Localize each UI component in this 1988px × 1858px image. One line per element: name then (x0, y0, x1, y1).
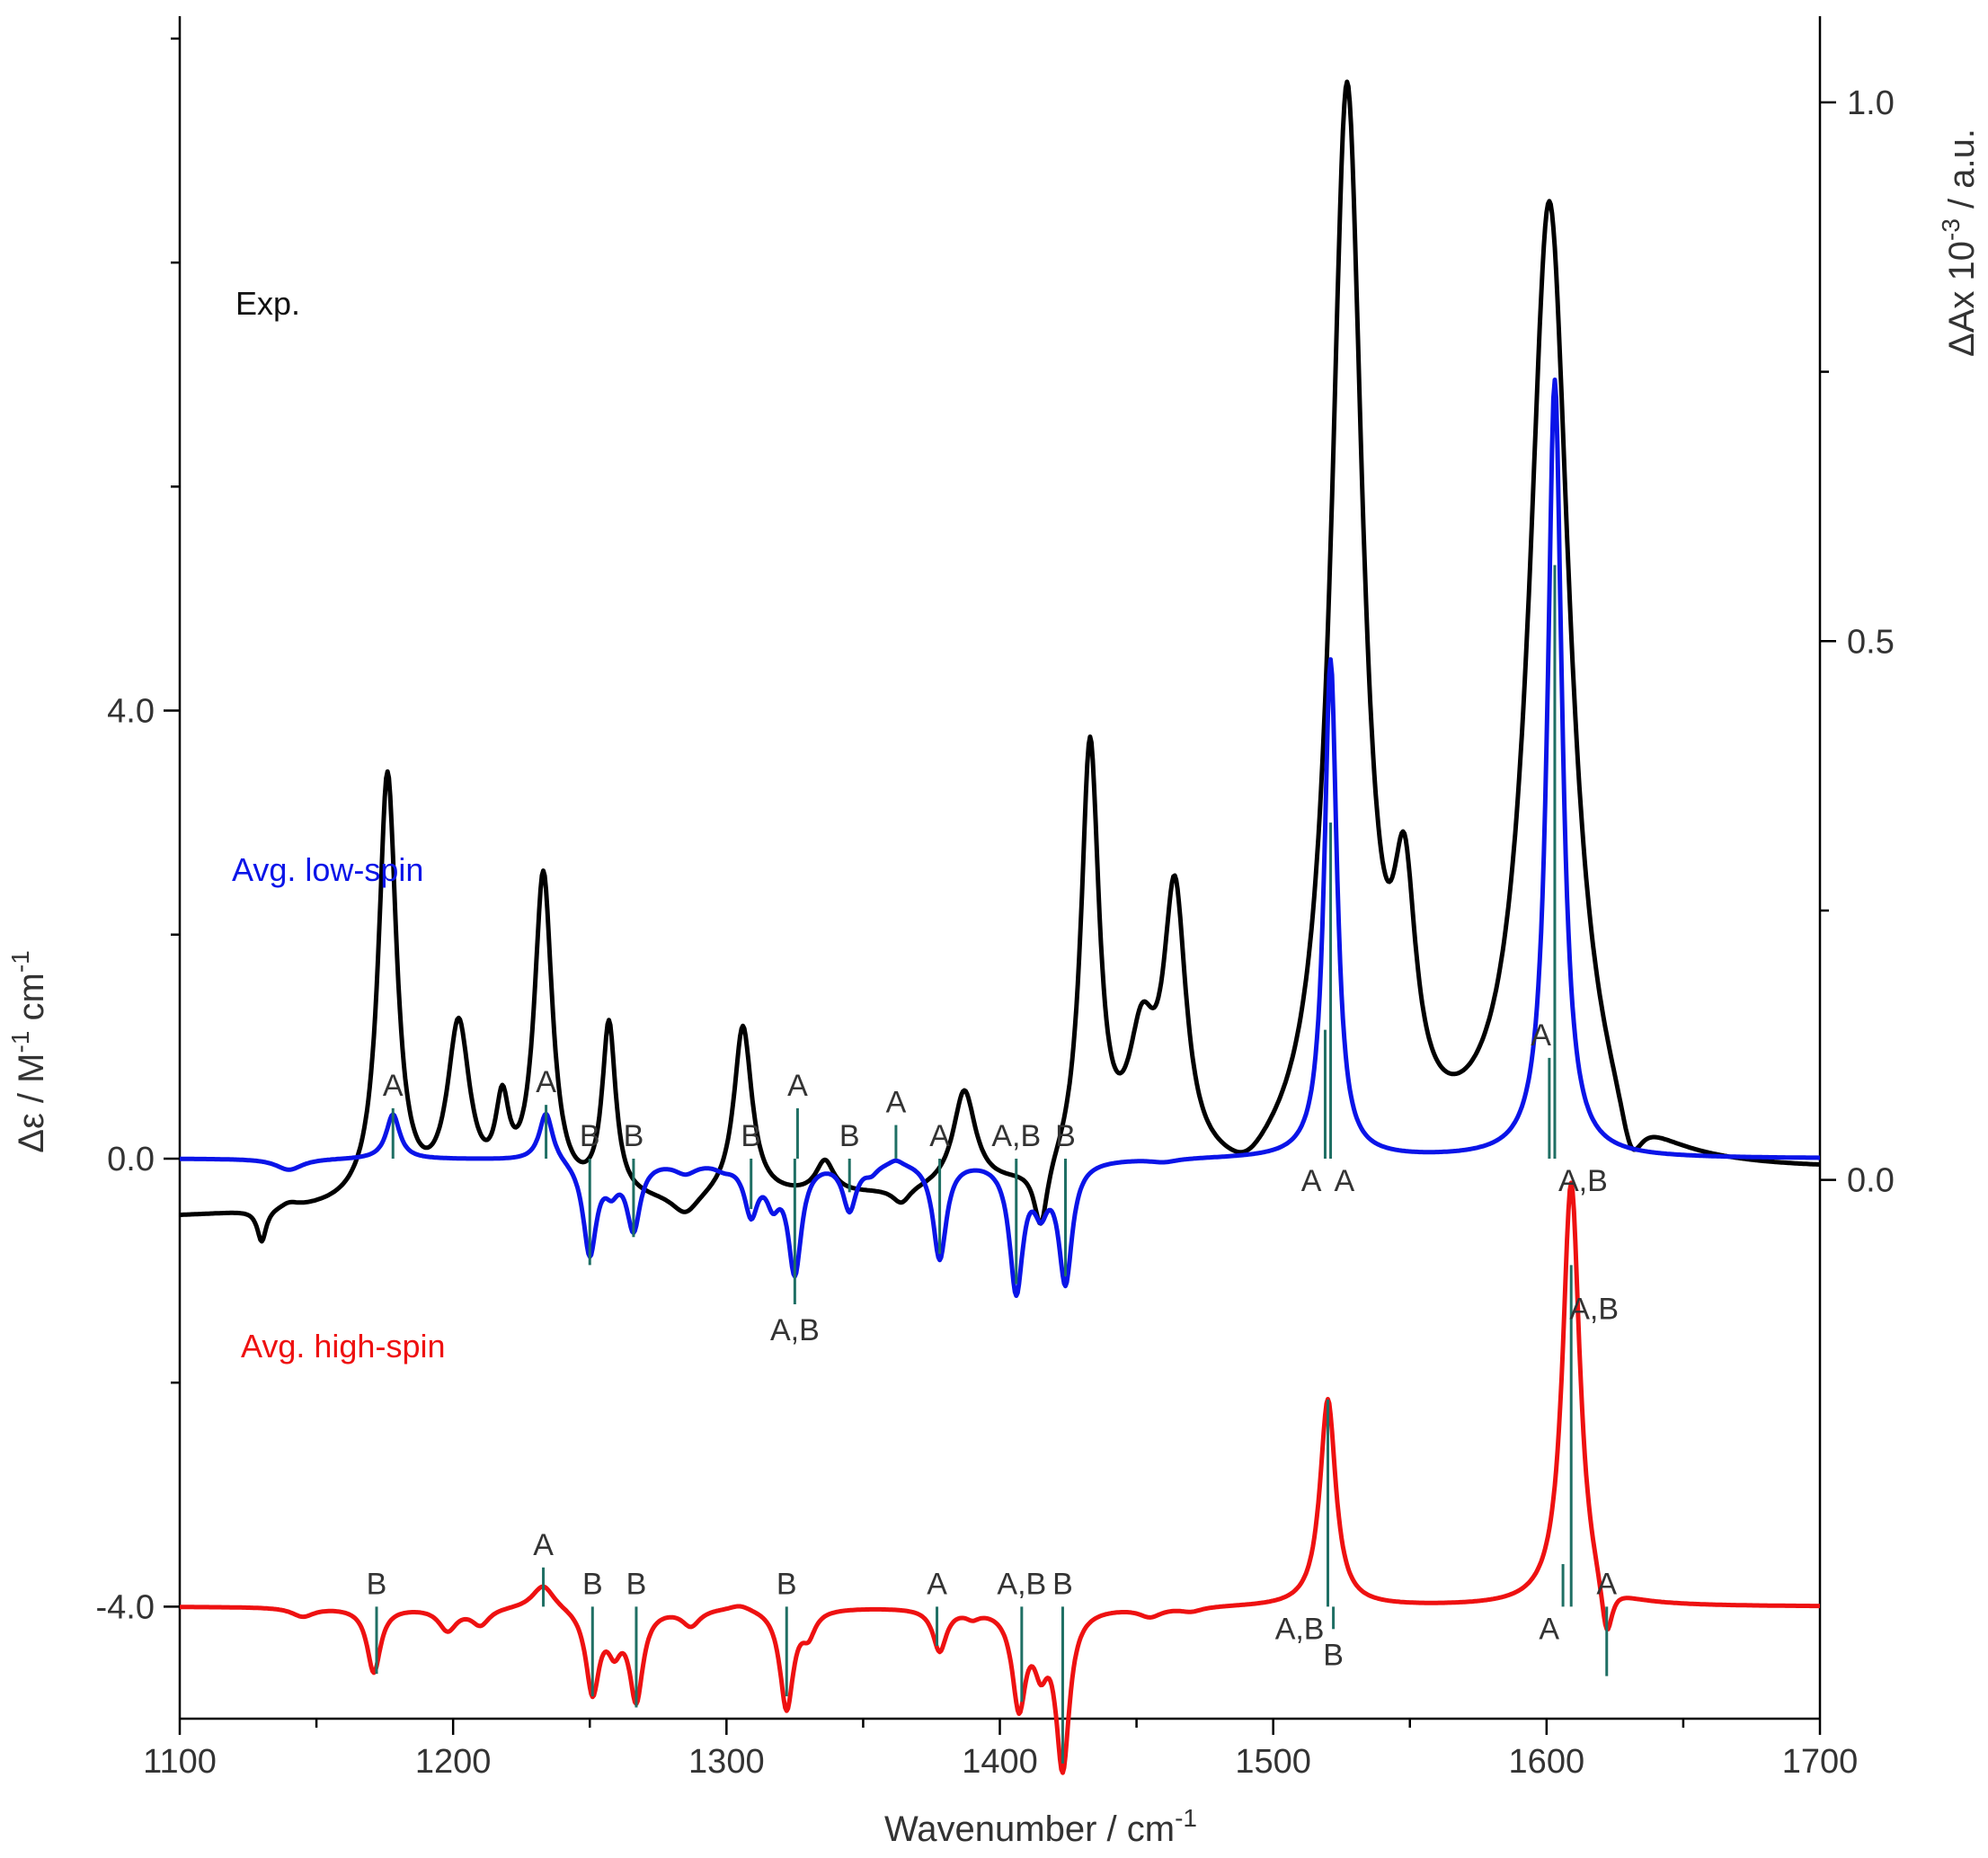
stick-label: B (1055, 1119, 1076, 1153)
stick-label: A,B (997, 1567, 1046, 1601)
y-axis-right: 0.0 0.5 1.0 (1820, 84, 1895, 1200)
y-left-tick-label: -4.0 (96, 1588, 155, 1626)
y-axis-right-title: ΔAx 10-3 / a.u. (1937, 129, 1982, 357)
x-axis-title: Wavenumber / cm-1 (884, 1804, 1197, 1849)
y-right-tick-label: 0.0 (1847, 1162, 1895, 1200)
y-left-tick-label: 0.0 (107, 1141, 155, 1178)
curve-avg-high-spin (179, 1180, 1821, 1775)
stick-label: A (787, 1069, 808, 1103)
series-label: Exp. (235, 285, 300, 322)
stick-label: A,B (991, 1119, 1041, 1153)
x-tick-label: 1400 (962, 1743, 1038, 1781)
stick-label: B (839, 1119, 860, 1153)
x-tick-label: 1100 (143, 1743, 217, 1781)
stick-label: A (929, 1119, 950, 1153)
x-tick-label: 1600 (1509, 1743, 1585, 1781)
stick-label: A (1301, 1164, 1322, 1198)
x-tick-label: 1200 (415, 1743, 492, 1781)
stick-label: A (1596, 1567, 1617, 1601)
x-tick-label: 1700 (1782, 1743, 1859, 1781)
stick-label: B (777, 1567, 797, 1601)
curve-exp- (179, 79, 1821, 1244)
stick-label: B (1323, 1638, 1344, 1672)
y-right-tick-label: 1.0 (1847, 84, 1895, 122)
stick-label: A,B (1569, 1292, 1619, 1326)
y-axis-left: -4.0 0.0 4.0 (96, 37, 180, 1626)
stick-label: B (624, 1119, 644, 1153)
curve-avg-low-spin (179, 378, 1821, 1298)
stick-label: A,B (1275, 1612, 1325, 1646)
stick-label: A,B (770, 1313, 820, 1347)
stick-label: A (927, 1567, 947, 1601)
spectra-curves (179, 79, 1821, 1775)
stick-label: B (582, 1567, 603, 1601)
stick-label: A (383, 1069, 404, 1103)
stick-label: A (533, 1528, 554, 1562)
stick-label: B (367, 1567, 387, 1601)
series-labels: Exp. Avg. low-spin Avg. high-spin (232, 285, 445, 1365)
x-axis: 1100 1200 1300 1400 1500 1600 1700 (143, 1719, 1858, 1781)
stick-label: A (1335, 1164, 1355, 1198)
x-tick-label: 1500 (1235, 1743, 1311, 1781)
stick-label: A (536, 1065, 556, 1099)
stick-label: A (1531, 1018, 1551, 1053)
y-right-tick-label: 0.5 (1847, 623, 1895, 661)
stick-label: B (741, 1119, 761, 1153)
stick-label: A (886, 1086, 907, 1120)
stick-label: A,B (1558, 1164, 1608, 1198)
x-tick-label: 1300 (688, 1743, 765, 1781)
y-left-tick-label: 4.0 (107, 693, 155, 731)
stick-label: B (626, 1567, 647, 1601)
stick-label: B (580, 1119, 600, 1153)
series-label: Avg. high-spin (241, 1328, 445, 1365)
plot-frame (178, 16, 1822, 1720)
stick-label: A (1539, 1612, 1559, 1646)
series-label: Avg. low-spin (232, 851, 423, 888)
y-axis-left-title: Δε / M-1 cm-1 (6, 950, 51, 1152)
stick-label: B (1052, 1567, 1073, 1601)
